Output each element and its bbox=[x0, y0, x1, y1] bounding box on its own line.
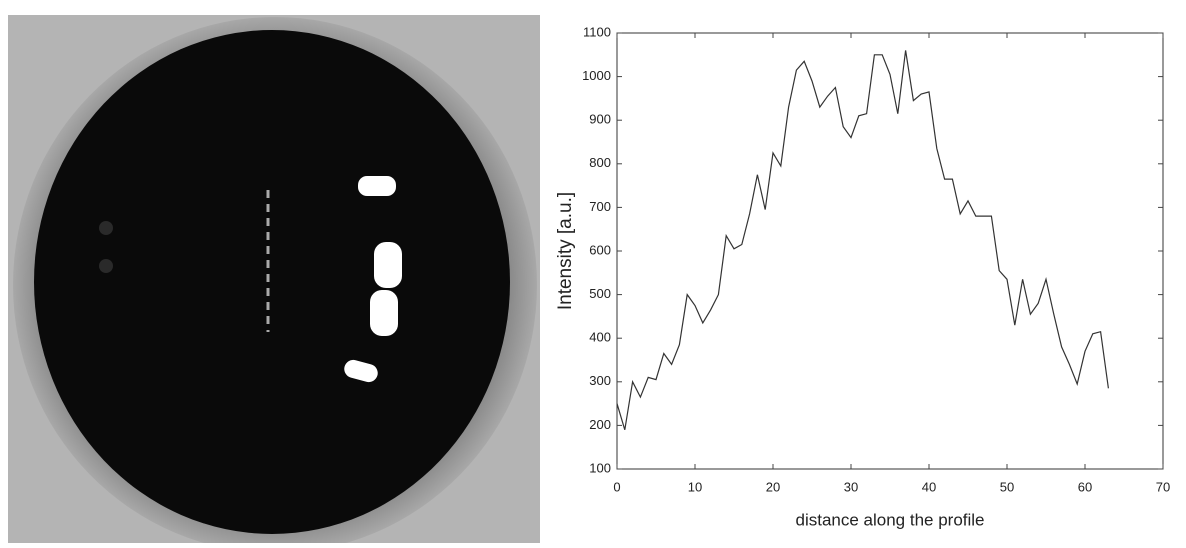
y-axis-label: Intensity [a.u.] bbox=[555, 192, 576, 310]
reflection-faint bbox=[99, 221, 113, 235]
x-tick-label: 60 bbox=[1078, 479, 1092, 494]
x-tick-label: 70 bbox=[1156, 479, 1170, 494]
y-tick-label: 800 bbox=[589, 155, 611, 170]
reflection bbox=[370, 290, 398, 336]
y-tick-label: 200 bbox=[589, 417, 611, 432]
y-tick-label: 900 bbox=[589, 112, 611, 127]
y-tick-label: 1100 bbox=[583, 24, 611, 39]
y-tick-label: 100 bbox=[589, 460, 611, 475]
reflection bbox=[344, 359, 378, 383]
y-tick-label: 600 bbox=[589, 242, 611, 257]
y-tick-label: 500 bbox=[589, 286, 611, 301]
reflection bbox=[358, 176, 396, 196]
y-tick-label: 400 bbox=[589, 330, 611, 345]
x-tick-label: 20 bbox=[766, 479, 780, 494]
eye-image bbox=[8, 15, 540, 548]
data-line bbox=[616, 50, 1109, 430]
y-tick-label: 700 bbox=[589, 199, 611, 214]
y-tick-label: 300 bbox=[589, 373, 611, 388]
x-tick-label: 10 bbox=[688, 479, 702, 494]
x-axis-label: distance along the profile bbox=[795, 510, 984, 529]
y-tick-label: 1000 bbox=[582, 68, 611, 83]
plot-frame bbox=[616, 32, 1164, 470]
x-tick-label: 50 bbox=[1000, 479, 1014, 494]
pupil bbox=[34, 30, 510, 534]
x-tick-label: 40 bbox=[922, 479, 936, 494]
x-tick-label: 30 bbox=[844, 479, 858, 494]
reflection bbox=[374, 242, 402, 288]
reflection-faint bbox=[99, 259, 113, 273]
x-tick-label: 0 bbox=[613, 479, 620, 494]
